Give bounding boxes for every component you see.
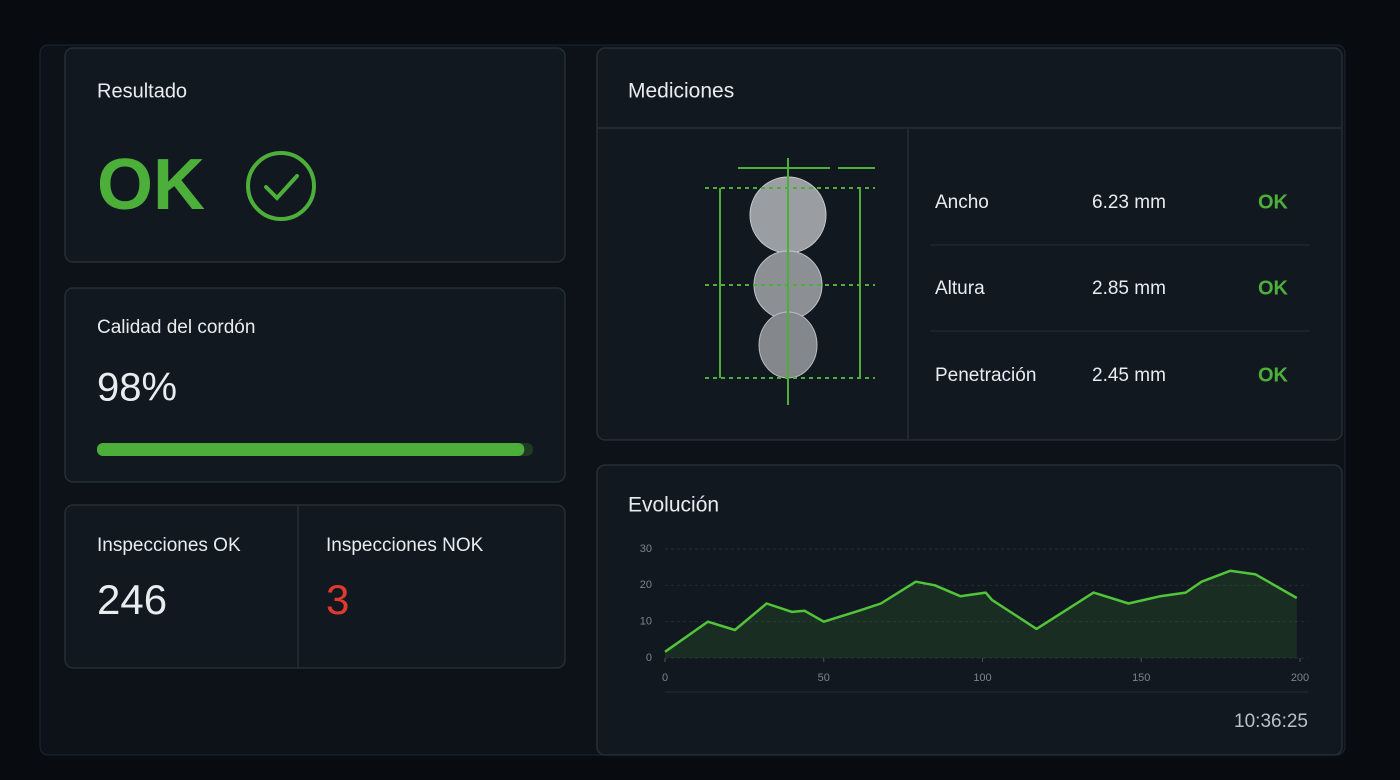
y-tick-label: 20 <box>640 579 652 591</box>
nok-count: 3 <box>326 576 349 623</box>
measurement-value: 6.23 mm <box>1092 192 1166 213</box>
quality-value: 98% <box>97 366 177 410</box>
ok-title: Inspecciones OK <box>97 535 241 556</box>
area-fill <box>665 570 1297 658</box>
measurement-status: OK <box>1258 191 1289 213</box>
measurement-value: 2.85 mm <box>1092 278 1166 299</box>
x-tick-label: 150 <box>1132 672 1150 684</box>
timestamp: 10:36:25 <box>1234 711 1308 732</box>
measurement-name: Ancho <box>935 192 989 213</box>
y-tick-label: 30 <box>640 543 652 555</box>
check-icon <box>246 151 316 221</box>
weld-illustration <box>705 158 875 405</box>
x-tick-label: 50 <box>818 672 830 684</box>
result-card <box>64 47 566 263</box>
ok-count: 246 <box>97 576 167 623</box>
progress-bar <box>97 443 525 456</box>
result-title: Resultado <box>97 80 187 102</box>
x-tick-label: 200 <box>1291 672 1309 684</box>
measurement-rows: Ancho 6.23 mm OK Altura 2.85 mm OK Penetración… <box>930 191 1310 386</box>
evolution-card <box>596 464 1343 756</box>
inspections-card <box>64 504 566 669</box>
x-tick-label: 100 <box>973 672 991 684</box>
y-tick-label: 10 <box>640 616 652 628</box>
measurement-status: OK <box>1258 277 1289 299</box>
quality-card <box>64 287 566 483</box>
check-mark <box>264 174 299 201</box>
y-tick-label: 0 <box>646 652 652 664</box>
evolution-chart: 0 10 20 30 0 50 100 150 200 <box>640 543 1309 693</box>
evolution-title: Evolución <box>628 494 719 517</box>
measurement-value: 2.45 mm <box>1092 365 1166 386</box>
line <box>664 569 1298 653</box>
x-tick-label: 0 <box>662 672 668 684</box>
measurement-status: OK <box>1258 364 1289 386</box>
measurement-name: Altura <box>935 278 985 299</box>
nok-title: Inspecciones NOK <box>326 535 484 556</box>
quality-title: Calidad del cordón <box>97 317 255 338</box>
measurements-title: Mediciones <box>628 80 734 103</box>
measurement-name: Penetración <box>935 365 1036 386</box>
result-status: OK <box>97 145 205 225</box>
